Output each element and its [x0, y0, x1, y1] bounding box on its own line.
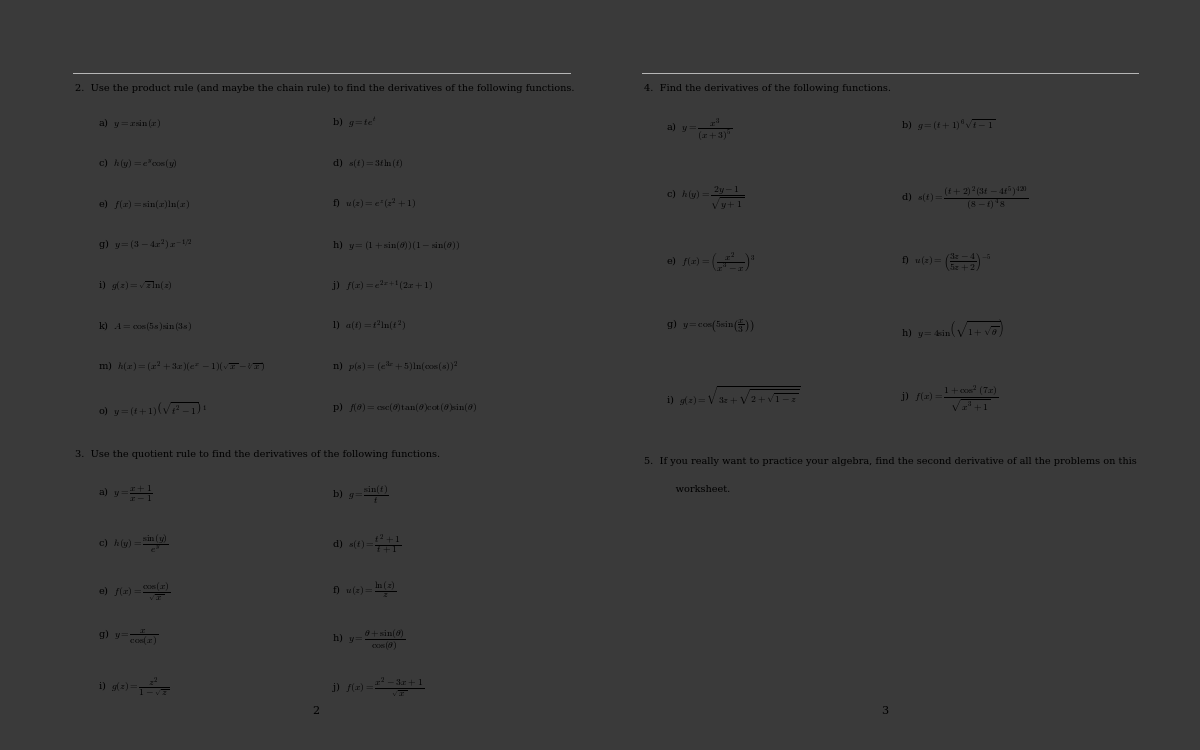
- Text: i)  $g(z) = \sqrt{z}\ln(z)$: i) $g(z) = \sqrt{z}\ln(z)$: [97, 278, 173, 292]
- Text: n)  $p(s) = (e^{3x}+5)\ln(\cos(s))^2$: n) $p(s) = (e^{3x}+5)\ln(\cos(s))^2$: [332, 359, 458, 375]
- Text: b)  $g = te^t$: b) $g = te^t$: [332, 116, 377, 130]
- Text: d)  $s(t) = 3t\ln(t)$: d) $s(t) = 3t\ln(t)$: [332, 156, 403, 170]
- Text: o)  $y = (t+1)\left(\sqrt{t^2-1}\right)^{\,1}$: o) $y = (t+1)\left(\sqrt{t^2-1}\right)^{…: [97, 400, 208, 418]
- Text: 3.  Use the quotient rule to find the derivatives of the following functions.: 3. Use the quotient rule to find the der…: [76, 450, 440, 459]
- Text: d)  $s(t) = \dfrac{t^2+1}{t+1}$: d) $s(t) = \dfrac{t^2+1}{t+1}$: [332, 532, 401, 556]
- Text: 2.  Use the product rule (and maybe the chain rule) to find the derivatives of t: 2. Use the product rule (and maybe the c…: [76, 84, 575, 93]
- Text: h)  $y = 4\sin\!\left(\sqrt{1+\sqrt{\theta}}\right)$: h) $y = 4\sin\!\left(\sqrt{1+\sqrt{\thet…: [901, 317, 1004, 340]
- Text: a)  $y = \dfrac{x+1}{x-1}$: a) $y = \dfrac{x+1}{x-1}$: [97, 484, 152, 504]
- Text: c)  $h(y) = e^y\cos(y)$: c) $h(y) = e^y\cos(y)$: [97, 156, 178, 170]
- Text: g)  $y = \dfrac{x}{\cos(x)}$: g) $y = \dfrac{x}{\cos(x)}$: [97, 628, 157, 648]
- Text: h)  $y = \dfrac{\theta+\sin(\theta)}{\cos(\theta)}$: h) $y = \dfrac{\theta+\sin(\theta)}{\cos…: [332, 628, 406, 652]
- Text: e)  $f(x) = \sin(x)\ln(x)$: e) $f(x) = \sin(x)\ln(x)$: [97, 197, 190, 211]
- Text: f)  $u(z) = \dfrac{\ln(z)}{z}$: f) $u(z) = \dfrac{\ln(z)}{z}$: [332, 580, 396, 600]
- Text: a)  $y = \dfrac{x^3}{(x+3)^5}$: a) $y = \dfrac{x^3}{(x+3)^5}$: [666, 117, 733, 144]
- Text: 5.  If you really want to practice your algebra, find the second derivative of a: 5. If you really want to practice your a…: [644, 458, 1138, 466]
- Text: c)  $h(y) = \dfrac{2y-1}{\sqrt{y+1}}$: c) $h(y) = \dfrac{2y-1}{\sqrt{y+1}}$: [666, 184, 745, 211]
- Text: b)  $g = (t+1)^6\sqrt{t-1}$: b) $g = (t+1)^6\sqrt{t-1}$: [901, 117, 995, 133]
- Text: l)  $a(t) = t^2\ln(t^2)$: l) $a(t) = t^2\ln(t^2)$: [332, 319, 406, 334]
- Text: m)  $h(x) = (x^2+3x)(e^x-1)(\sqrt{x}-\sqrt[3]{x})$: m) $h(x) = (x^2+3x)(e^x-1)(\sqrt{x}-\sqr…: [97, 359, 265, 375]
- Text: 4.  Find the derivatives of the following functions.: 4. Find the derivatives of the following…: [644, 84, 892, 93]
- Text: g)  $y = \cos\!\left(5\sin\!\left(\dfrac{x}{3}\right)\right)$: g) $y = \cos\!\left(5\sin\!\left(\dfrac{…: [666, 317, 755, 334]
- Text: g)  $y = (3-4x^2)\,x^{-1/2}$: g) $y = (3-4x^2)\,x^{-1/2}$: [97, 238, 192, 252]
- Text: i)  $g(z) = \sqrt{3z+\sqrt{2+\sqrt{1-z}}}$: i) $g(z) = \sqrt{3z+\sqrt{2+\sqrt{1-z}}}…: [666, 384, 802, 407]
- Text: 2: 2: [312, 706, 319, 716]
- Text: j)  $f(x) = e^{2x+1}(2x+1)$: j) $f(x) = e^{2x+1}(2x+1)$: [332, 278, 434, 293]
- Text: p)  $f(\theta) = \csc(\theta)\tan(\theta)\cot(\theta)\sin(\theta)$: p) $f(\theta) = \csc(\theta)\tan(\theta)…: [332, 400, 478, 414]
- Text: e)  $f(x) = \dfrac{\cos(x)}{\sqrt{x}}$: e) $f(x) = \dfrac{\cos(x)}{\sqrt{x}}$: [97, 580, 170, 602]
- Text: 3: 3: [881, 706, 888, 716]
- Text: d)  $s(t) = \dfrac{(t+2)^2(3t-4t^5)^{420}}{(8-t)^4\,8}$: d) $s(t) = \dfrac{(t+2)^2(3t-4t^5)^{420}…: [901, 184, 1028, 211]
- Text: f)  $u(z) = e^z(z^2+1)$: f) $u(z) = e^z(z^2+1)$: [332, 197, 416, 212]
- Text: f)  $u(z) = \left(\dfrac{3z-4}{5z+2}\right)^{-5}$: f) $u(z) = \left(\dfrac{3z-4}{5z+2}\righ…: [901, 251, 991, 272]
- Text: k)  $A = \cos(5s)\sin(3s)$: k) $A = \cos(5s)\sin(3s)$: [97, 319, 192, 333]
- Text: j)  $f(x) = \dfrac{x^2-3x+1}{\sqrt{x}}$: j) $f(x) = \dfrac{x^2-3x+1}{\sqrt{x}}$: [332, 676, 425, 700]
- Text: i)  $g(z) = \dfrac{z^2}{1-\sqrt{z}}$: i) $g(z) = \dfrac{z^2}{1-\sqrt{z}}$: [97, 676, 169, 699]
- Text: a)  $y = x\sin(x)$: a) $y = x\sin(x)$: [97, 116, 161, 130]
- Text: c)  $h(y) = \dfrac{\sin(y)}{e^y}$: c) $h(y) = \dfrac{\sin(y)}{e^y}$: [97, 532, 168, 554]
- Text: worksheet.: worksheet.: [660, 484, 730, 494]
- Text: e)  $f(x) = \left(\dfrac{x^2}{x^3-x}\right)^3$: e) $f(x) = \left(\dfrac{x^2}{x^3-x}\righ…: [666, 251, 756, 275]
- Text: h)  $y = (1+\sin(\theta))(1-\sin(\theta))$: h) $y = (1+\sin(\theta))(1-\sin(\theta))…: [332, 238, 460, 251]
- Text: b)  $g = \dfrac{\sin(t)}{t}$: b) $g = \dfrac{\sin(t)}{t}$: [332, 484, 389, 506]
- Text: j)  $f(x) = \dfrac{1+\cos^2(7x)}{\sqrt{x^3+1}}$: j) $f(x) = \dfrac{1+\cos^2(7x)}{\sqrt{x^…: [901, 384, 998, 416]
